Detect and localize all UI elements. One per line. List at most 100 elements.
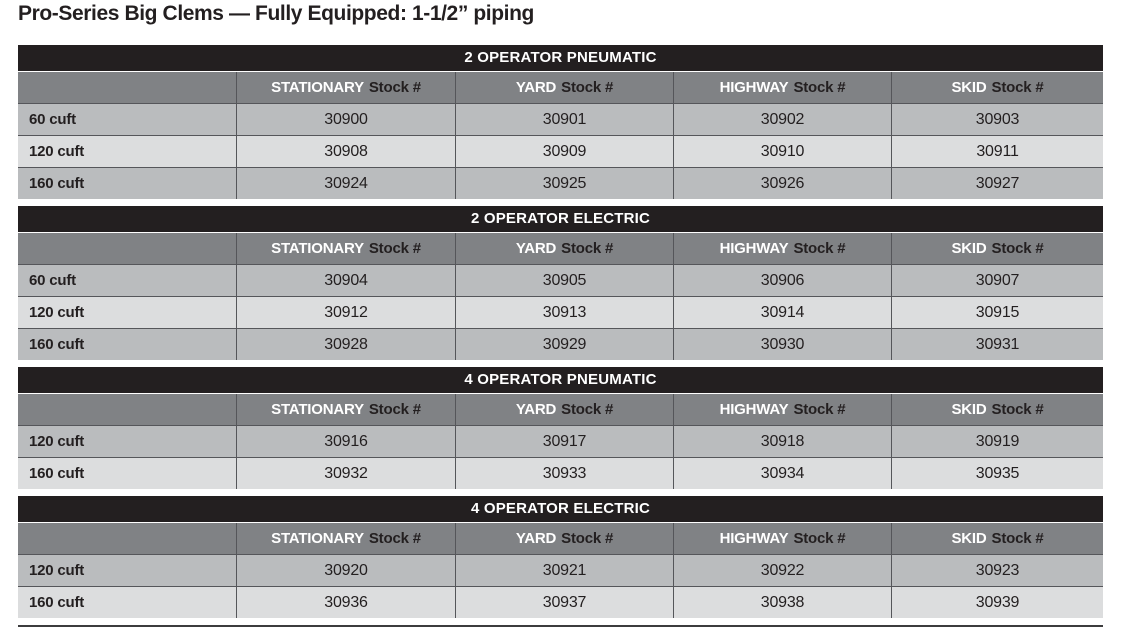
stock-number-cell: 30915 xyxy=(892,297,1103,328)
stock-number-cell: 30906 xyxy=(674,265,891,296)
corner-cell xyxy=(18,233,236,264)
row-label: 120 cuft xyxy=(18,426,236,457)
stock-number-cell: 30901 xyxy=(456,104,673,135)
stock-label: Stock # xyxy=(368,401,421,418)
stock-number-cell: 30937 xyxy=(456,587,673,618)
stock-number-cell: 30916 xyxy=(237,426,455,457)
column-name: HIGHWAY xyxy=(719,530,789,547)
column-header: SKID Stock # xyxy=(892,523,1103,554)
stock-number-cell: 30910 xyxy=(674,136,891,167)
column-header: STATIONARY Stock # xyxy=(237,394,455,425)
column-name: SKID xyxy=(951,240,987,257)
spec-table-2: 2 OPERATOR ELECTRIC STATIONARY Stock # YARD… xyxy=(18,206,1103,360)
stock-number-cell: 30914 xyxy=(674,297,891,328)
column-header: YARD Stock # xyxy=(456,394,673,425)
stock-label: Stock # xyxy=(793,401,846,418)
column-header: HIGHWAY Stock # xyxy=(674,394,891,425)
stock-number-cell: 30920 xyxy=(237,555,455,586)
stock-number-cell: 30922 xyxy=(674,555,891,586)
stock-number-cell: 30935 xyxy=(892,458,1103,489)
row-label: 160 cuft xyxy=(18,168,236,199)
stock-number-cell: 30934 xyxy=(674,458,891,489)
stock-label: Stock # xyxy=(991,79,1044,96)
stock-number-cell: 30905 xyxy=(456,265,673,296)
stock-label: Stock # xyxy=(991,401,1044,418)
stock-label: Stock # xyxy=(793,79,846,96)
row-label: 120 cuft xyxy=(18,136,236,167)
column-header: STATIONARY Stock # xyxy=(237,233,455,264)
column-name: YARD xyxy=(515,240,557,257)
stock-number-cell: 30923 xyxy=(892,555,1103,586)
section-header: 4 OPERATOR PNEUMATIC xyxy=(18,367,1103,393)
stock-number-cell: 30911 xyxy=(892,136,1103,167)
table-grid: STATIONARY Stock # YARD Stock # HIGHWAY Stock… xyxy=(18,72,1103,199)
stock-label: Stock # xyxy=(368,79,421,96)
column-header: YARD Stock # xyxy=(456,233,673,264)
stock-number-cell: 30933 xyxy=(456,458,673,489)
row-label: 160 cuft xyxy=(18,458,236,489)
stock-number-cell: 30930 xyxy=(674,329,891,360)
column-header: SKID Stock # xyxy=(892,394,1103,425)
stock-label: Stock # xyxy=(561,401,614,418)
stock-number-cell: 30926 xyxy=(674,168,891,199)
row-label: 160 cuft xyxy=(18,587,236,618)
table-grid: STATIONARY Stock # YARD Stock # HIGHWAY Stock… xyxy=(18,233,1103,360)
spec-table-4: 4 OPERATOR ELECTRIC STATIONARY Stock # YARD… xyxy=(18,496,1103,618)
column-name: SKID xyxy=(951,530,987,547)
stock-number-cell: 30918 xyxy=(674,426,891,457)
stock-number-cell: 30912 xyxy=(237,297,455,328)
stock-number-cell: 30931 xyxy=(892,329,1103,360)
column-name: YARD xyxy=(515,79,557,96)
tables: 2 OPERATOR PNEUMATIC STATIONARY Stock # YAR… xyxy=(18,45,1103,627)
stock-number-cell: 30902 xyxy=(674,104,891,135)
table-grid: STATIONARY Stock # YARD Stock # HIGHWAY Stock… xyxy=(18,394,1103,489)
row-label: 120 cuft xyxy=(18,555,236,586)
stock-number-cell: 30939 xyxy=(892,587,1103,618)
section-header: 4 OPERATOR ELECTRIC xyxy=(18,496,1103,522)
stock-label: Stock # xyxy=(368,240,421,257)
stock-label: Stock # xyxy=(561,79,614,96)
column-header: YARD Stock # xyxy=(456,72,673,103)
column-header: HIGHWAY Stock # xyxy=(674,233,891,264)
stock-number-cell: 30928 xyxy=(237,329,455,360)
column-name: YARD xyxy=(515,530,557,547)
stock-number-cell: 30907 xyxy=(892,265,1103,296)
stock-number-cell: 30929 xyxy=(456,329,673,360)
stock-number-cell: 30924 xyxy=(237,168,455,199)
stock-number-cell: 30936 xyxy=(237,587,455,618)
column-header: SKID Stock # xyxy=(892,233,1103,264)
section-header: 2 OPERATOR ELECTRIC xyxy=(18,206,1103,232)
column-name: HIGHWAY xyxy=(719,401,789,418)
row-label: 160 cuft xyxy=(18,329,236,360)
corner-cell xyxy=(18,523,236,554)
column-header: HIGHWAY Stock # xyxy=(674,523,891,554)
stock-label: Stock # xyxy=(368,530,421,547)
row-label: 120 cuft xyxy=(18,297,236,328)
column-header: STATIONARY Stock # xyxy=(237,523,455,554)
stock-number-cell: 30925 xyxy=(456,168,673,199)
column-name: SKID xyxy=(951,401,987,418)
stock-label: Stock # xyxy=(793,530,846,547)
column-name: STATIONARY xyxy=(271,79,364,96)
stock-label: Stock # xyxy=(991,240,1044,257)
column-name: HIGHWAY xyxy=(719,240,789,257)
column-name: STATIONARY xyxy=(271,401,364,418)
column-header: STATIONARY Stock # xyxy=(237,72,455,103)
stock-number-cell: 30932 xyxy=(237,458,455,489)
corner-cell xyxy=(18,72,236,103)
page-title: Pro-Series Big Clems — Fully Equipped: 1… xyxy=(18,2,534,25)
spec-table-1: 2 OPERATOR PNEUMATIC STATIONARY Stock # YAR… xyxy=(18,45,1103,199)
column-name: SKID xyxy=(951,79,987,96)
stock-number-cell: 30909 xyxy=(456,136,673,167)
column-name: HIGHWAY xyxy=(719,79,789,96)
column-name: YARD xyxy=(515,401,557,418)
stock-label: Stock # xyxy=(561,530,614,547)
stock-number-cell: 30913 xyxy=(456,297,673,328)
section-header: 2 OPERATOR PNEUMATIC xyxy=(18,45,1103,71)
stock-number-cell: 30927 xyxy=(892,168,1103,199)
column-name: STATIONARY xyxy=(271,240,364,257)
stock-number-cell: 30908 xyxy=(237,136,455,167)
bottom-rule xyxy=(18,625,1103,627)
stock-number-cell: 30921 xyxy=(456,555,673,586)
